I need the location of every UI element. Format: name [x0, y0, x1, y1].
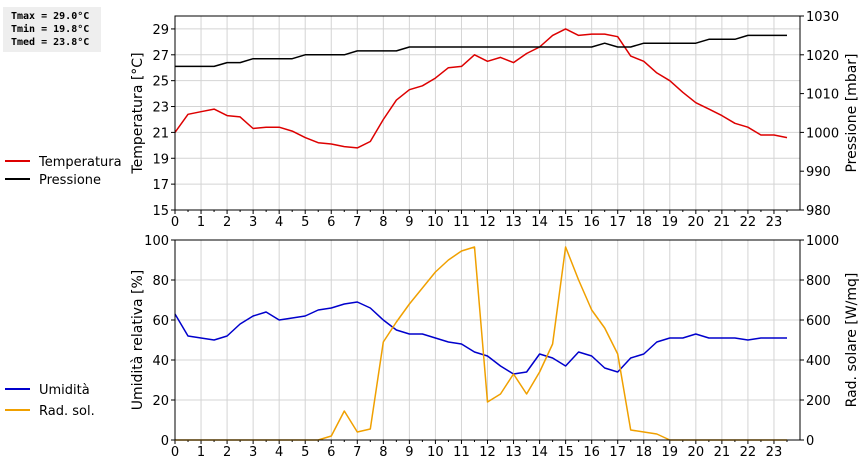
y-tick-label: 19 [152, 152, 169, 167]
y2-axis-title: Pressione [mbar] [844, 53, 860, 172]
x-tick-label: 20 [688, 215, 705, 230]
y2-tick-label: 1000 [806, 234, 839, 249]
x-tick-label: 22 [740, 445, 757, 460]
series-line-0 [174, 28, 788, 149]
y-tick-label: 80 [152, 274, 169, 289]
x-tick-label: 6 [327, 445, 335, 460]
x-tick-label: 20 [688, 445, 705, 460]
x-tick-label: 12 [479, 215, 496, 230]
y2-tick-label: 600 [806, 314, 831, 329]
y-tick-label: 60 [152, 314, 169, 329]
legend-label: Rad. sol. [39, 404, 95, 419]
x-tick-label: 14 [531, 445, 548, 460]
y-tick-label: 25 [152, 75, 169, 90]
y2-tick-label: 800 [806, 274, 831, 289]
x-tick-label: 1 [197, 445, 205, 460]
x-tick-label: 11 [453, 215, 470, 230]
y2-tick-label: 1010 [806, 88, 839, 103]
y2-tick-label: 1020 [806, 49, 839, 64]
y-axis-title: Temperatura [°C] [130, 52, 146, 174]
plot-frame [174, 239, 801, 441]
humidity-radiation-chart: 0 1 2 3 4 5 6 7 8 9 10 11 12 13 14 15 16 17 18 19 20 21 22 2302… [5, 234, 860, 460]
y2-tick-label: 980 [806, 204, 831, 219]
tmax-text: Tmax = 29.0°C [11, 11, 90, 22]
x-tick-label: 0 [171, 215, 179, 230]
y-tick-label: 20 [152, 394, 169, 409]
x-tick-label: 2 [223, 215, 231, 230]
x-tick-label: 12 [479, 445, 496, 460]
x-tick-label: 8 [379, 445, 387, 460]
temperature-pressure-chart: 0 1 2 3 4 5 6 7 8 9 10 11 12 13 14 15 16 17 18 19 20 21 22 2315… [5, 10, 860, 230]
y-tick-label: 21 [152, 126, 169, 141]
x-tick-label: 19 [662, 445, 679, 460]
y2-tick-label: 0 [806, 434, 814, 449]
y-tick-label: 40 [152, 354, 169, 369]
x-tick-label: 13 [505, 215, 522, 230]
x-tick-label: 3 [249, 445, 257, 460]
y-tick-label: 29 [152, 23, 169, 38]
series-line-0 [174, 301, 787, 375]
stats-box: Tmax = 29.0°C Tmin = 19.8°C Tmed = 23.8°… [3, 7, 101, 52]
x-tick-label: 9 [405, 215, 413, 230]
x-tick-label: 4 [275, 445, 283, 460]
series-line-1 [175, 34, 787, 68]
y2-tick-label: 990 [806, 165, 831, 180]
x-tick-label: 7 [353, 215, 361, 230]
y2-tick-label: 400 [806, 354, 831, 369]
x-tick-label: 23 [766, 215, 783, 230]
x-tick-label: 3 [249, 215, 257, 230]
tmin-text: Tmin = 19.8°C [11, 24, 90, 35]
x-tick-label: 10 [427, 445, 444, 460]
x-tick-label: 6 [327, 215, 335, 230]
y-tick-label: 100 [144, 234, 169, 249]
x-tick-label: 15 [557, 445, 574, 460]
tmed-text: Tmed = 23.8°C [11, 37, 90, 48]
legend-label: Umidità [39, 383, 90, 398]
x-tick-label: 10 [427, 215, 444, 230]
x-tick-label: 13 [505, 445, 522, 460]
x-tick-label: 18 [635, 445, 652, 460]
y2-tick-label: 1000 [806, 126, 839, 141]
x-tick-label: 8 [379, 215, 387, 230]
x-tick-label: 9 [405, 445, 413, 460]
x-tick-label: 14 [531, 215, 548, 230]
y2-tick-label: 1030 [806, 10, 839, 25]
x-tick-label: 21 [714, 215, 731, 230]
x-tick-label: 19 [662, 215, 679, 230]
x-tick-label: 15 [557, 215, 574, 230]
y2-axis-title: Rad. solare [W/mq] [844, 273, 860, 408]
x-tick-label: 5 [301, 215, 309, 230]
x-tick-label: 21 [714, 445, 731, 460]
x-tick-label: 0 [171, 445, 179, 460]
x-tick-label: 1 [197, 215, 205, 230]
y-tick-label: 27 [152, 49, 169, 64]
x-tick-label: 11 [453, 445, 470, 460]
legend-label: Temperatura [38, 155, 122, 170]
x-tick-label: 4 [275, 215, 283, 230]
x-tick-label: 23 [766, 445, 783, 460]
y-tick-label: 15 [152, 204, 169, 219]
x-tick-label: 17 [609, 445, 626, 460]
y-tick-label: 17 [152, 178, 169, 193]
series-line-1 [175, 246, 787, 441]
x-tick-label: 7 [353, 445, 361, 460]
y-tick-label: 23 [152, 101, 169, 116]
y-axis-title: Umidità relativa [%] [130, 270, 146, 411]
x-tick-label: 2 [223, 445, 231, 460]
y2-tick-label: 200 [806, 394, 831, 409]
plot-frame [174, 15, 801, 211]
x-tick-label: 16 [583, 445, 600, 460]
legend-label: Pressione [39, 173, 101, 188]
x-tick-label: 18 [635, 215, 652, 230]
x-tick-label: 22 [740, 215, 757, 230]
x-tick-label: 16 [583, 215, 600, 230]
y-tick-label: 0 [161, 434, 169, 449]
x-tick-label: 5 [301, 445, 309, 460]
x-tick-label: 17 [609, 215, 626, 230]
